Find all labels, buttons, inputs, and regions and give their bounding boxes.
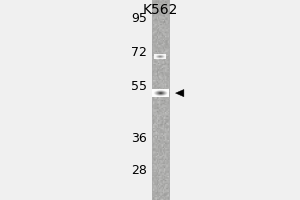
Text: 55: 55: [131, 80, 147, 93]
Text: K562: K562: [143, 3, 178, 17]
Bar: [180, 0, 300, 200]
Bar: [152, 0, 169, 200]
Text: 28: 28: [131, 164, 147, 177]
Text: 36: 36: [131, 132, 147, 145]
Text: 95: 95: [131, 12, 147, 25]
Text: 72: 72: [131, 46, 147, 59]
Polygon shape: [176, 89, 184, 97]
